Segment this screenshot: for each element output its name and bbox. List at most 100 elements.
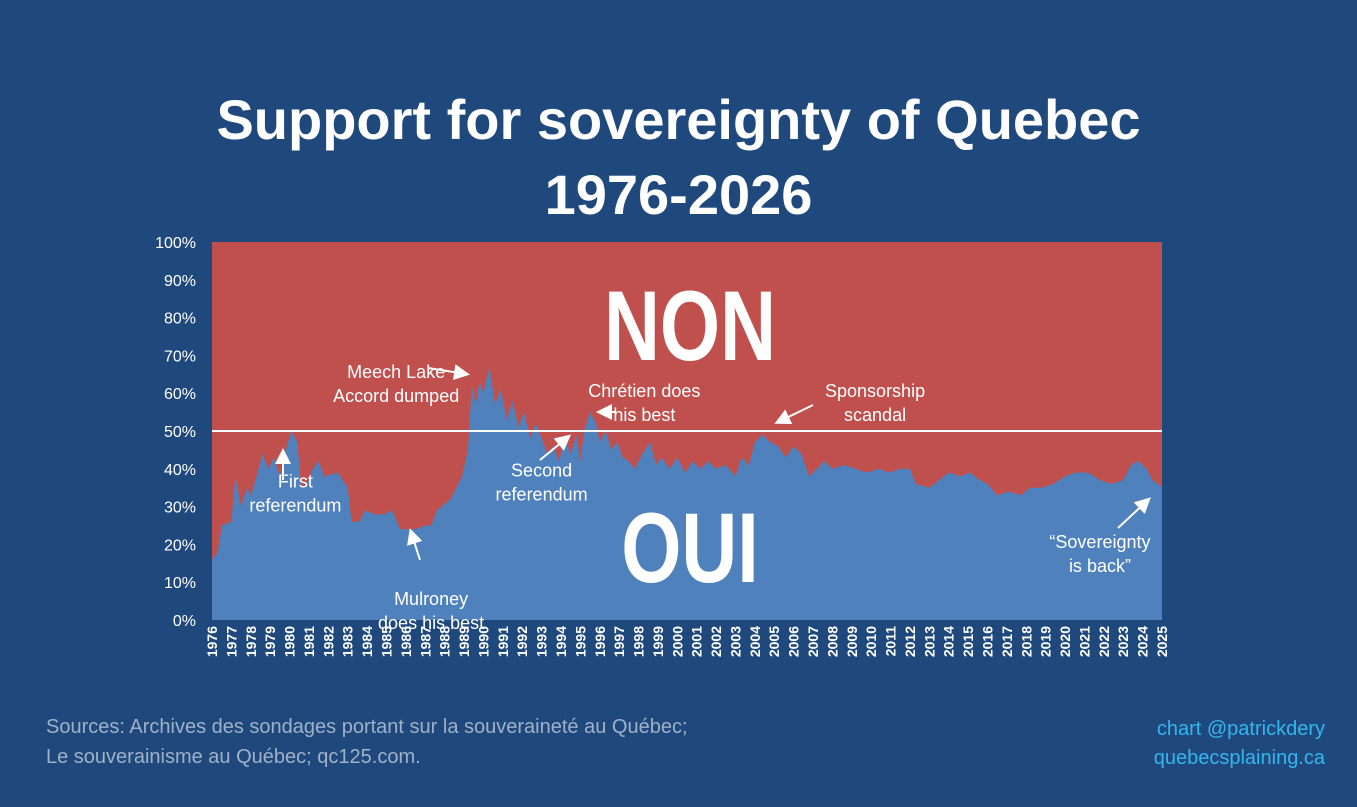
annotation-line: scandal <box>844 405 906 425</box>
annotations: First referendum Mulroney does his best Meec… <box>249 362 1151 633</box>
x-axis-ticks: 1976 1977 1978 1979 1980 1981 1982 1983 1984 1985… <box>204 626 1170 657</box>
oui-area <box>212 366 1162 620</box>
x-tick-label: 2003 <box>728 626 744 657</box>
annotation-line: Meech Lake <box>347 362 445 382</box>
x-tick-label: 2002 <box>708 626 724 657</box>
sources-line-1: Sources: Archives des sondages portant s… <box>46 716 688 738</box>
x-tick-label: 2011 <box>883 626 899 657</box>
annotation-line: Mulroney <box>394 589 468 609</box>
annotation-label: Chrétien does his best <box>588 381 700 425</box>
chart-credit: chart @patrickdery quebecsplaining.ca <box>1154 715 1325 773</box>
credit-author: chart @patrickdery <box>1156 718 1325 740</box>
y-tick-label: 70% <box>164 348 196 365</box>
x-tick-label: 2025 <box>1154 626 1170 657</box>
non-label: NON <box>604 271 776 381</box>
x-tick-label: 1980 <box>282 626 298 657</box>
annotation-line: referendum <box>496 484 588 504</box>
x-tick-label: 1998 <box>631 626 647 657</box>
x-tick-label: 1978 <box>243 626 259 657</box>
x-tick-label: 2015 <box>960 626 976 657</box>
x-tick-label: 2016 <box>980 626 996 657</box>
annotation-line: Sponsorship <box>825 381 925 401</box>
x-tick-label: 2008 <box>824 626 840 657</box>
x-tick-label: 1996 <box>592 626 608 657</box>
x-tick-label: 2024 <box>1135 626 1151 657</box>
x-tick-label: 2014 <box>941 626 957 657</box>
y-tick-label: 20% <box>164 537 196 554</box>
annotation-line: does his best <box>378 613 484 633</box>
x-tick-label: 1995 <box>572 626 588 657</box>
y-tick-label: 80% <box>164 311 196 328</box>
x-tick-label: 1977 <box>223 626 239 657</box>
x-tick-label: 2019 <box>1038 626 1054 657</box>
x-tick-label: 2013 <box>921 626 937 657</box>
x-tick-label: 2006 <box>786 626 802 657</box>
x-tick-label: 1994 <box>553 626 569 657</box>
x-tick-label: 1982 <box>320 626 336 657</box>
x-tick-label: 1993 <box>534 626 550 657</box>
x-tick-label: 2005 <box>766 626 782 657</box>
x-tick-label: 1984 <box>359 626 375 657</box>
y-axis-ticks: 0% 10% 20% 30% 40% 50% 60% 70% 80% 90% 100% <box>155 235 196 630</box>
credit-site: quebecsplaining.ca <box>1153 747 1325 769</box>
x-tick-label: 1988 <box>437 626 453 657</box>
annotation-label: “Sovereignty is back” <box>1049 532 1150 576</box>
x-tick-label: 2004 <box>747 626 763 657</box>
x-tick-label: 2009 <box>844 626 860 657</box>
x-tick-label: 2000 <box>669 626 685 657</box>
x-tick-label: 2007 <box>805 626 821 657</box>
x-tick-label: 2018 <box>1018 626 1034 657</box>
x-tick-label: 1979 <box>262 626 278 657</box>
sovereignty-area-chart: 0%10%20%30%40%50%60%70%80%90%100% 1976 19… <box>155 235 1170 657</box>
x-tick-label: 1976 <box>204 626 220 657</box>
y-tick-label: 0% <box>173 613 196 630</box>
x-tick-label: 2012 <box>902 626 918 657</box>
y-tick-label: 50% <box>164 424 196 441</box>
chart-subtitle: 1976-2026 <box>544 163 813 226</box>
annotation-arrow <box>407 528 423 561</box>
x-tick-label: 1989 <box>456 626 472 657</box>
x-tick-label: 2020 <box>1057 626 1073 657</box>
sources-text: Sources: Archives des sondages portant s… <box>46 712 688 772</box>
annotation-line: his best <box>613 405 675 425</box>
annotation-line: First <box>278 472 313 492</box>
annotation-label: Second referendum <box>496 460 588 504</box>
annotation-label: Mulroney does his best <box>378 589 484 633</box>
x-tick-label: 1987 <box>417 626 433 657</box>
x-tick-label: 2017 <box>999 626 1015 657</box>
annotation-label: Sponsorship scandal <box>825 381 925 425</box>
annotation-arrow <box>427 364 470 381</box>
annotation-label: First referendum <box>249 472 341 516</box>
chart-title: Support for sovereignty of Quebec <box>216 88 1141 151</box>
x-tick-label: 1990 <box>475 626 491 657</box>
plot-area <box>212 242 1162 620</box>
annotation-line: Second <box>511 460 572 480</box>
annotation-line: is back” <box>1069 556 1131 576</box>
x-tick-label: 1999 <box>650 626 666 657</box>
annotation-label: Meech Lake Accord dumped <box>333 362 459 406</box>
x-tick-label: 1981 <box>301 626 317 657</box>
x-tick-label: 1992 <box>514 626 530 657</box>
annotation-arrow <box>539 434 572 461</box>
annotation-arrow <box>774 404 814 424</box>
y-tick-label: 60% <box>164 386 196 403</box>
annotation-line: Chrétien does <box>588 381 700 401</box>
sources-line-2: Le souverainisme au Québec; qc125.com. <box>46 746 421 768</box>
y-tick-label: 30% <box>164 500 196 517</box>
x-tick-label: 1997 <box>611 626 627 657</box>
x-tick-label: 2023 <box>1115 626 1131 657</box>
y-tick-label: 40% <box>164 462 196 479</box>
annotation-line: Accord dumped <box>333 386 459 406</box>
annotation-line: referendum <box>249 496 341 516</box>
x-tick-label: 2010 <box>863 626 879 657</box>
x-tick-label: 1986 <box>398 626 414 657</box>
y-tick-label: 10% <box>164 575 196 592</box>
y-tick-label: 90% <box>164 273 196 290</box>
oui-label: OUI <box>621 493 759 603</box>
x-tick-label: 2021 <box>1076 626 1092 657</box>
annotation-line: “Sovereignty <box>1049 532 1150 552</box>
x-tick-label: 1985 <box>379 626 395 657</box>
x-tick-label: 2001 <box>689 626 705 657</box>
region-labels: NON OUI <box>604 271 776 603</box>
y-tick-label: 100% <box>155 235 196 252</box>
